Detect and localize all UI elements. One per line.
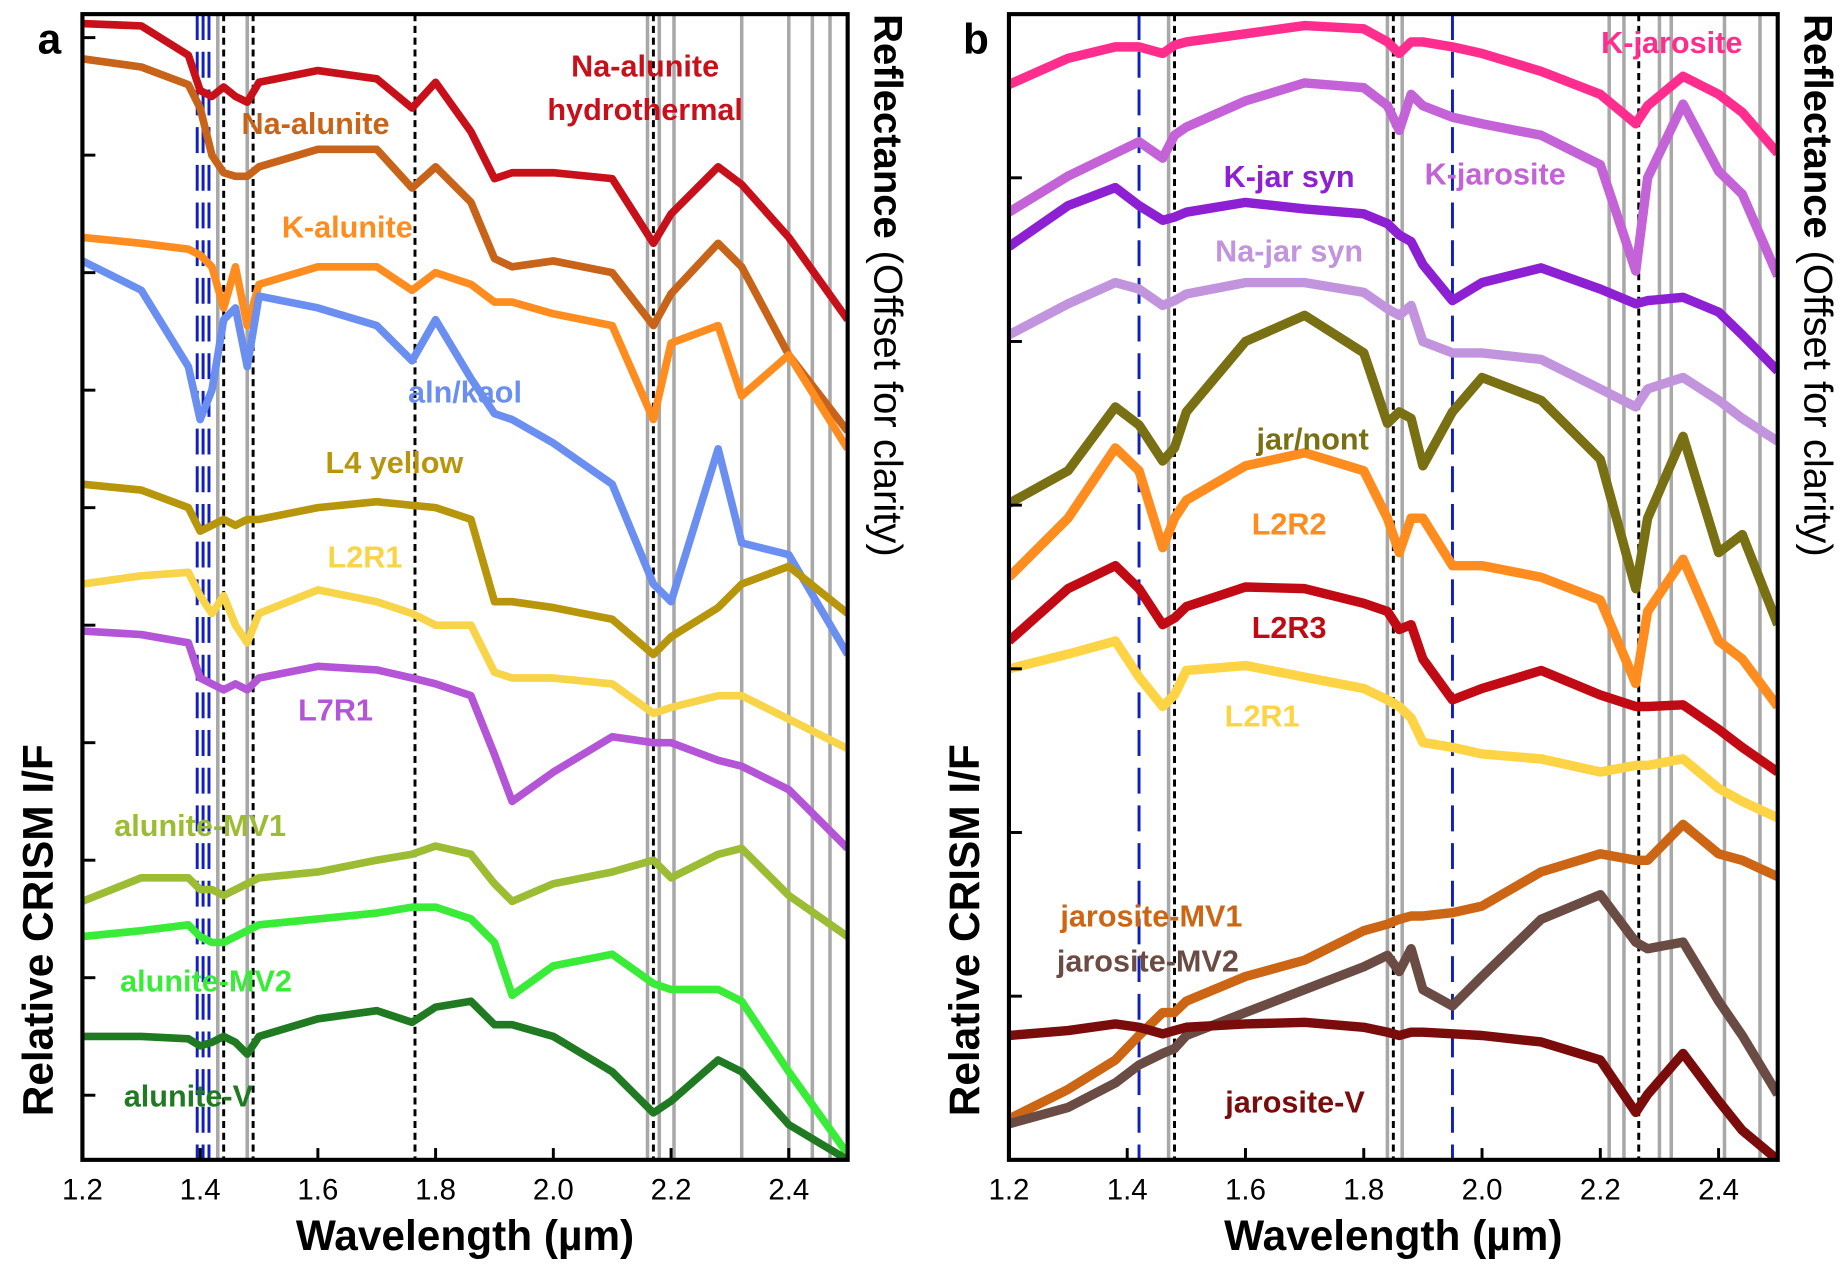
panel: Na-alunite hydrothermal Na-alunite K-alunit… bbox=[14, 12, 910, 1259]
series-label: L2R1 bbox=[328, 540, 403, 574]
series-label: alunite-V bbox=[124, 1080, 254, 1114]
spectrum-line bbox=[82, 233, 848, 451]
spectrum-line bbox=[82, 257, 848, 657]
spectrum-line bbox=[82, 568, 848, 752]
right-axis-title-main: Reflectance bbox=[1796, 14, 1840, 239]
x-tick-label: 2.2 bbox=[651, 1173, 692, 1206]
spectrum-line bbox=[1008, 20, 1778, 157]
spectrum-line bbox=[82, 903, 848, 1157]
series-label: jar/nont bbox=[1256, 423, 1369, 457]
x-tick-label: 1.4 bbox=[1107, 1173, 1148, 1206]
series-label: Na-alunite hydrothermal bbox=[547, 49, 743, 127]
plot-frame bbox=[80, 12, 850, 1162]
x-tick-label: 1.8 bbox=[415, 1173, 456, 1206]
panel-label: a bbox=[38, 16, 62, 63]
y-axis-title: Relative CRISM I/F bbox=[941, 744, 988, 1116]
x-tick-label: 2.0 bbox=[1462, 1173, 1503, 1206]
x-tick-label: 2.2 bbox=[1580, 1173, 1621, 1206]
spectrum-line bbox=[1008, 819, 1778, 1124]
series-label: L2R3 bbox=[1252, 611, 1327, 645]
series-label: L2R2 bbox=[1252, 507, 1327, 541]
spectrum-line bbox=[82, 997, 848, 1160]
series-label-line: hydrothermal bbox=[547, 93, 743, 127]
spectrum-line bbox=[82, 480, 848, 659]
right-axis-title-note: (Offset for clarity) bbox=[866, 251, 910, 557]
series-label: jarosite-MV1 bbox=[1059, 900, 1242, 934]
plot-frame bbox=[1006, 12, 1780, 1162]
series-label: K-alunite bbox=[282, 211, 413, 245]
spectrum-line bbox=[1008, 443, 1778, 710]
series-label-line: Na-alunite bbox=[571, 49, 719, 83]
series-label: alunite-MV2 bbox=[120, 964, 292, 998]
right-axis-title-note: (Offset for clarity) bbox=[1796, 251, 1840, 557]
panel-label: b bbox=[963, 16, 989, 63]
plot-area bbox=[1008, 14, 1778, 1160]
series-label: jarosite-V bbox=[1224, 1086, 1365, 1120]
series-label: alunite-MV1 bbox=[114, 809, 286, 843]
x-axis-title: Wavelength (µm) bbox=[1224, 1212, 1562, 1259]
spectrum-line bbox=[1008, 636, 1778, 823]
spectrum-line bbox=[1008, 182, 1778, 375]
right-axis-title-main: Reflectance bbox=[866, 14, 910, 239]
series-label: aln/kaol bbox=[408, 376, 522, 410]
x-tick-label: 1.6 bbox=[1225, 1173, 1266, 1206]
spectrum-line bbox=[1008, 560, 1778, 776]
x-tick-label: 1.4 bbox=[180, 1173, 221, 1206]
series-label: L4 yellow bbox=[326, 446, 464, 480]
series-label: K-jarosite bbox=[1425, 158, 1566, 192]
x-tick-label: 2.4 bbox=[768, 1173, 809, 1206]
series-label: L2R1 bbox=[1225, 699, 1300, 733]
series-label: Na-alunite bbox=[242, 107, 390, 141]
y-axis-title: Relative CRISM I/F bbox=[14, 744, 61, 1116]
x-tick-label: 2.0 bbox=[533, 1173, 574, 1206]
spectrum-line bbox=[1008, 1017, 1778, 1160]
x-tick-label: 1.2 bbox=[988, 1173, 1029, 1206]
x-tick-label: 1.8 bbox=[1343, 1173, 1384, 1206]
x-tick-label: 1.6 bbox=[297, 1173, 338, 1206]
series-label: jarosite-MV2 bbox=[1056, 944, 1239, 978]
series-label: K-jarosite bbox=[1601, 26, 1742, 60]
right-axis-title: Reflectance (Offset for clarity) bbox=[1796, 14, 1840, 557]
x-tick-label: 2.4 bbox=[1698, 1173, 1739, 1206]
panel: K-jarosite K-jarosite K-jar syn Na-jar syn j… bbox=[941, 12, 1840, 1259]
spectrum-line bbox=[1008, 277, 1778, 446]
series-label: Na-jar syn bbox=[1215, 234, 1363, 268]
spectrum-line bbox=[1008, 310, 1778, 627]
right-axis-title: Reflectance (Offset for clarity) bbox=[866, 14, 910, 557]
series-label: K-jar syn bbox=[1224, 160, 1355, 194]
x-axis-title: Wavelength (µm) bbox=[296, 1212, 634, 1259]
spectrum-line bbox=[82, 19, 848, 322]
spectrum-line bbox=[82, 627, 848, 852]
series-label: L7R1 bbox=[298, 693, 373, 727]
spectrum-line bbox=[82, 54, 848, 434]
spectrum-line bbox=[1008, 78, 1778, 278]
spectrum-line bbox=[82, 842, 848, 940]
spectrum-line bbox=[1008, 889, 1778, 1129]
x-tick-label: 1.2 bbox=[62, 1173, 103, 1206]
plot-area bbox=[82, 14, 848, 1160]
